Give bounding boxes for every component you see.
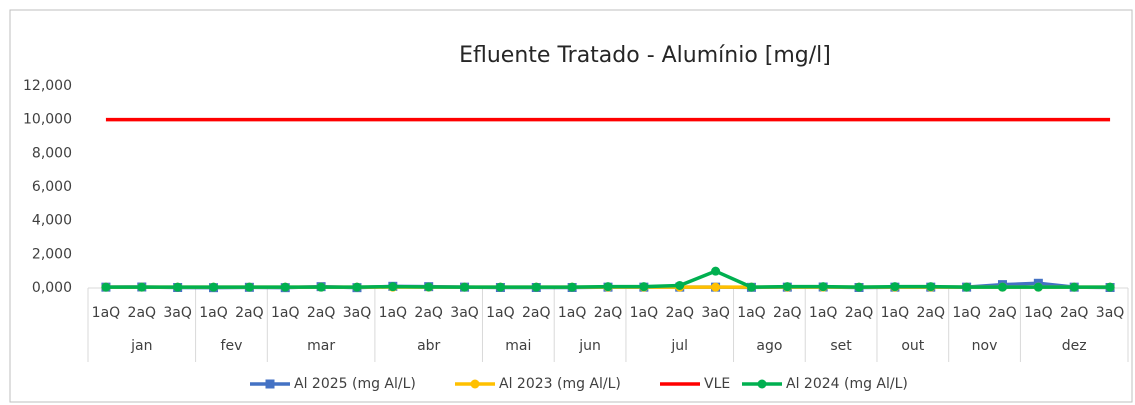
legend-label: VLE — [704, 376, 730, 392]
marker — [1069, 282, 1079, 292]
x-tick-label: 1aQ — [271, 305, 300, 321]
legend-label: Al 2024 (mg Al/L) — [786, 376, 908, 392]
month-label: ago — [756, 338, 782, 354]
month-label: mai — [505, 338, 531, 354]
month-label: mar — [307, 338, 335, 354]
x-tick-label: 2aQ — [522, 305, 551, 321]
x-tick-label: 3aQ — [343, 305, 372, 321]
marker — [316, 282, 326, 292]
y-tick-label: 12,000 — [23, 78, 72, 94]
marker — [675, 280, 685, 290]
legend-marker — [470, 379, 480, 389]
y-tick-label: 8,000 — [32, 145, 72, 161]
x-tick-label: 1aQ — [486, 305, 515, 321]
marker — [352, 282, 362, 292]
marker — [711, 282, 721, 292]
marker — [244, 282, 254, 292]
marker — [854, 282, 864, 292]
x-tick-label: 1aQ — [379, 305, 408, 321]
marker — [137, 282, 147, 292]
marker — [962, 282, 972, 292]
x-tick-label: 3aQ — [163, 305, 192, 321]
x-tick-label: 3aQ — [701, 305, 730, 321]
x-tick-label: 1aQ — [630, 305, 659, 321]
y-tick-label: 6,000 — [32, 179, 72, 195]
marker — [280, 282, 290, 292]
x-tick-label: 1aQ — [558, 305, 587, 321]
marker — [567, 282, 577, 292]
x-tick-label: 2aQ — [1060, 305, 1089, 321]
x-tick-label: 2aQ — [773, 305, 802, 321]
marker — [711, 266, 721, 276]
marker — [209, 282, 219, 292]
y-tick-label: 2,000 — [32, 246, 72, 262]
month-label: jan — [130, 338, 152, 354]
legend-marker — [265, 379, 275, 389]
x-tick-label: 2aQ — [845, 305, 874, 321]
x-tick-label: 3aQ — [450, 305, 479, 321]
x-tick-label: 1aQ — [737, 305, 766, 321]
x-tick-label: 2aQ — [988, 305, 1017, 321]
marker — [782, 282, 792, 292]
marker — [460, 282, 470, 292]
month-label: set — [830, 338, 852, 354]
marker — [173, 282, 183, 292]
marker — [531, 282, 541, 292]
marker — [424, 282, 434, 292]
x-tick-label: 2aQ — [665, 305, 694, 321]
y-tick-label: 10,000 — [23, 112, 72, 128]
x-tick-label: 2aQ — [594, 305, 623, 321]
x-tick-label: 3aQ — [1096, 305, 1125, 321]
chart-title: Efluente Tratado - Alumínio [mg/l] — [459, 43, 831, 68]
x-tick-label: 2aQ — [128, 305, 157, 321]
marker — [639, 282, 649, 292]
x-tick-label: 1aQ — [809, 305, 838, 321]
month-label: fev — [221, 338, 243, 354]
marker — [1033, 282, 1043, 292]
x-tick-label: 1aQ — [92, 305, 121, 321]
y-tick-label: 4,000 — [32, 213, 72, 229]
chart-border — [9, 9, 1133, 403]
month-label: nov — [972, 338, 998, 354]
x-tick-label: 2aQ — [917, 305, 946, 321]
x-tick-label: 1aQ — [881, 305, 910, 321]
marker — [101, 282, 111, 292]
marker — [997, 282, 1007, 292]
marker — [890, 282, 900, 292]
x-tick-label: 2aQ — [235, 305, 264, 321]
marker — [1105, 282, 1115, 292]
x-tick-label: 2aQ — [414, 305, 443, 321]
x-tick-label: 2aQ — [307, 305, 336, 321]
x-tick-label: 1aQ — [199, 305, 228, 321]
month-label: dez — [1062, 338, 1087, 354]
y-tick-label: 0,000 — [32, 280, 72, 296]
marker — [926, 282, 936, 292]
legend-label: Al 2023 (mg Al/L) — [499, 376, 621, 392]
legend-label: Al 2025 (mg Al/L) — [294, 376, 416, 392]
month-label: out — [901, 338, 924, 354]
marker — [495, 282, 505, 292]
legend-marker — [757, 379, 767, 389]
month-label: abr — [417, 338, 440, 354]
x-tick-label: 1aQ — [952, 305, 981, 321]
marker — [388, 282, 398, 292]
marker — [746, 282, 756, 292]
x-tick-label: 1aQ — [1024, 305, 1053, 321]
month-label: jul — [670, 338, 688, 354]
month-label: jun — [578, 338, 601, 354]
marker — [818, 282, 828, 292]
marker — [603, 282, 613, 292]
